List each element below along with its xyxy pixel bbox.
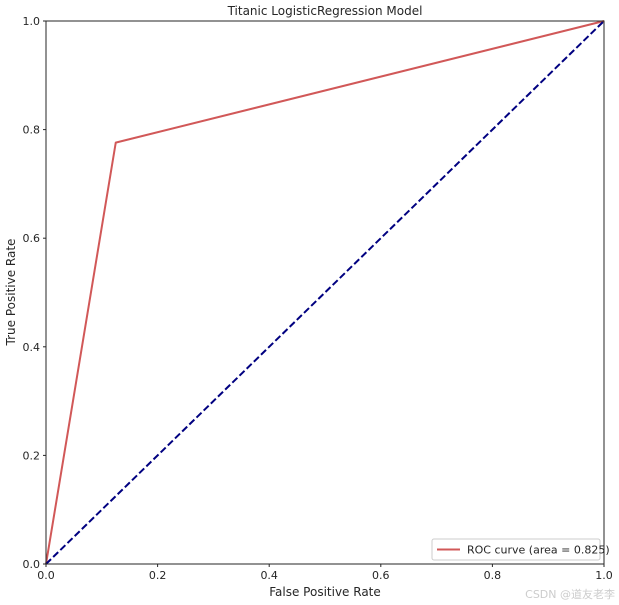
x-tick-label: 0.0 <box>37 569 55 582</box>
plot-lines <box>45 20 605 565</box>
x-tick-label: 0.2 <box>149 569 167 582</box>
watermark: CSDN @道友老李 <box>525 588 615 601</box>
x-tick-label: 0.4 <box>260 569 278 582</box>
y-tick-label: 0.2 <box>23 449 41 462</box>
y-tick-label: 1.0 <box>23 15 41 28</box>
roc-curve-line <box>45 20 605 565</box>
legend: ROC curve (area = 0.825) <box>431 538 610 561</box>
legend-box <box>431 538 601 561</box>
plot-frame <box>45 20 605 565</box>
x-axis-ticks: 0.0 0.2 0.4 0.6 0.8 1.0 <box>37 564 613 582</box>
legend-label-roc: ROC curve (area = 0.825) <box>467 544 610 557</box>
chance-diagonal-line <box>45 20 605 565</box>
y-tick-label: 0.0 <box>23 558 41 571</box>
x-axis-label: False Positive Rate <box>269 585 381 599</box>
y-axis-label: True Positive Rate <box>4 239 18 347</box>
y-tick-label: 0.8 <box>23 124 41 137</box>
y-tick-label: 0.6 <box>23 232 41 245</box>
x-tick-label: 1.0 <box>595 569 613 582</box>
y-axis-ticks: 0.0 0.2 0.4 0.6 0.8 1.0 <box>23 15 46 571</box>
chart-title: Titanic LogisticRegression Model <box>227 4 423 18</box>
x-tick-label: 0.8 <box>484 569 502 582</box>
x-tick-label: 0.6 <box>372 569 390 582</box>
y-tick-label: 0.4 <box>23 341 41 354</box>
